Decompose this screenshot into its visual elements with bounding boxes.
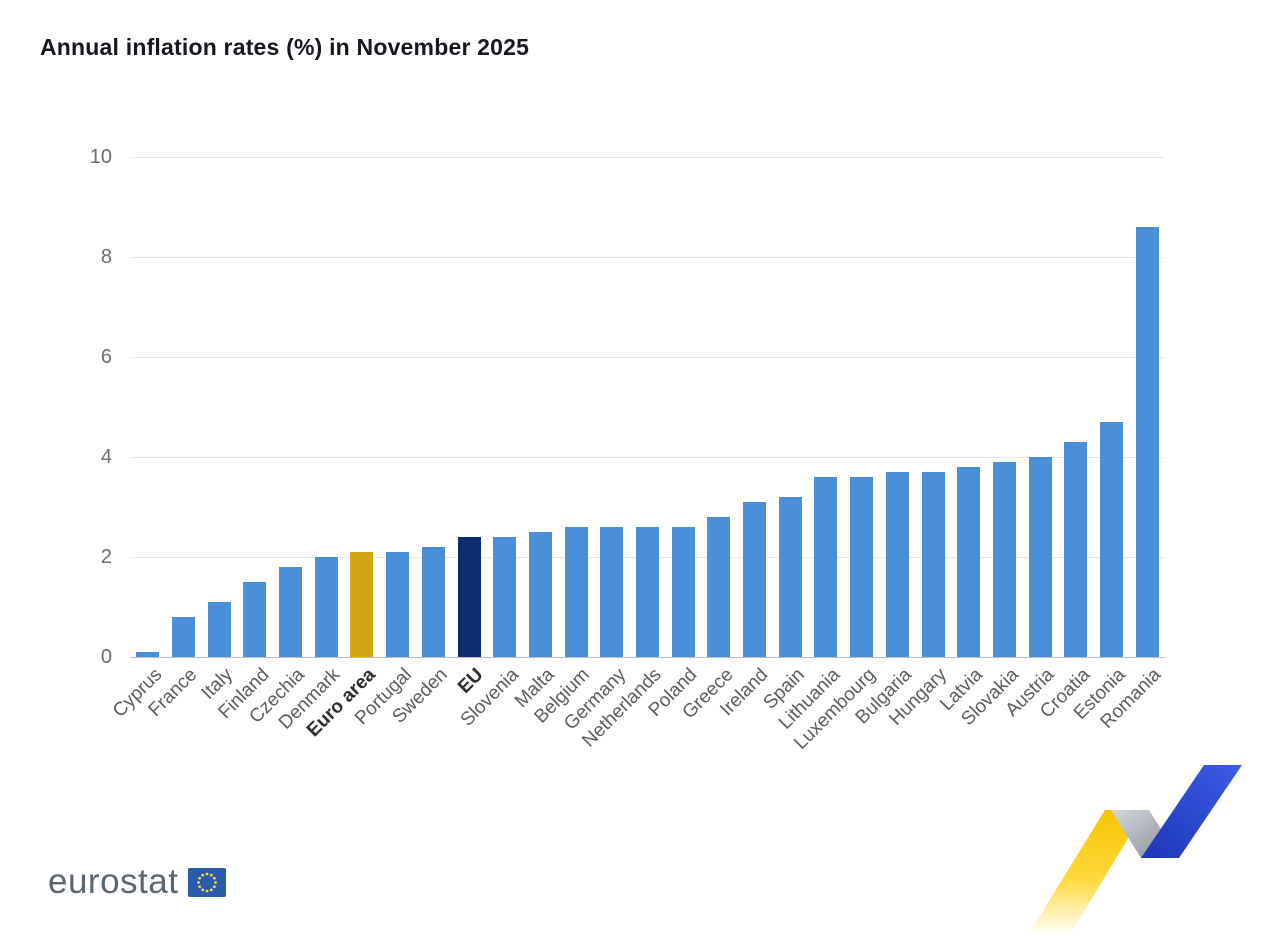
- bar-netherlands[interactable]: [636, 527, 659, 657]
- eu-flag-icon: [188, 867, 227, 897]
- y-tick-label-2: 2: [100, 546, 112, 568]
- y-tick-label-4: 4: [100, 446, 112, 468]
- y-tick-label-10: 10: [89, 146, 112, 168]
- bar-croatia[interactable]: [1064, 442, 1088, 657]
- bar-estonia[interactable]: [1099, 422, 1123, 657]
- bar-malta[interactable]: [528, 532, 552, 657]
- bar-spain[interactable]: [778, 497, 802, 657]
- eurostat-logo: eurostat: [48, 862, 227, 902]
- eurostat-wordmark: eurostat: [48, 862, 179, 901]
- bar-bulgaria[interactable]: [885, 472, 909, 657]
- gridline-4: [130, 456, 1165, 458]
- bar-sweden[interactable]: [421, 547, 445, 657]
- chart-title: Annual inflation rates (%) in November 2…: [40, 34, 530, 60]
- bar-hungary[interactable]: [921, 472, 945, 657]
- bar-austria[interactable]: [1028, 457, 1052, 657]
- bar-cyprus[interactable]: [136, 652, 160, 657]
- bar-slovakia[interactable]: [992, 462, 1016, 657]
- eurostat-ribbon-graphic: [1028, 765, 1242, 935]
- bar-portugal[interactable]: [386, 552, 410, 657]
- bar-ireland[interactable]: [743, 502, 767, 657]
- bar-eu[interactable]: [457, 537, 481, 657]
- bar-greece[interactable]: [707, 517, 731, 657]
- gridline-10: [130, 156, 1165, 158]
- bar-lithuania[interactable]: [814, 477, 838, 657]
- y-tick-label-6: 6: [100, 346, 112, 368]
- gridline-6: [130, 356, 1165, 358]
- bar-luxembourg[interactable]: [850, 477, 874, 657]
- bar-czechia[interactable]: [279, 567, 303, 657]
- bar-finland[interactable]: [243, 582, 267, 657]
- bar-france[interactable]: [172, 617, 196, 657]
- gridline-8: [130, 256, 1165, 258]
- bar-germany[interactable]: [600, 527, 624, 657]
- y-tick-label-0: 0: [100, 646, 112, 668]
- gridline-0: [130, 656, 1165, 658]
- bar-latvia[interactable]: [957, 467, 981, 657]
- plot-area: 0 2 4 6 8 10: [90, 146, 1165, 668]
- y-tick-label-8: 8: [100, 246, 112, 268]
- bar-slovenia[interactable]: [493, 537, 517, 657]
- bar-italy[interactable]: [207, 602, 231, 657]
- bar-euro-area[interactable]: [350, 552, 374, 657]
- bar-denmark[interactable]: [314, 557, 338, 657]
- bar-poland[interactable]: [671, 527, 695, 657]
- bar-romania[interactable]: [1135, 227, 1159, 657]
- bar-belgium[interactable]: [564, 527, 588, 657]
